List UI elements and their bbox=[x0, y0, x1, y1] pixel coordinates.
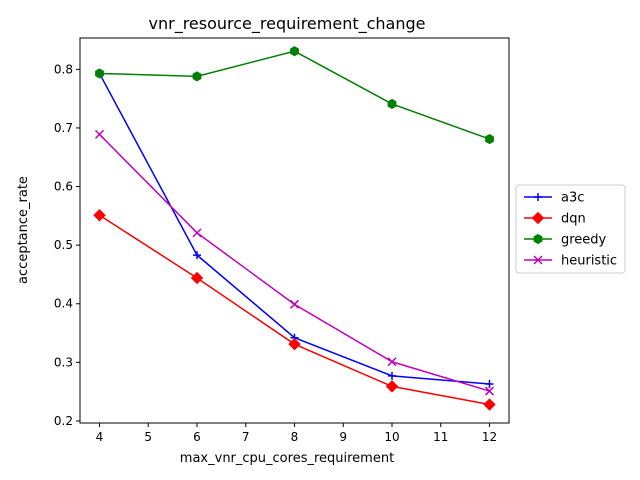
x-tick-label: 5 bbox=[144, 430, 152, 444]
data-point bbox=[531, 211, 545, 225]
data-point bbox=[533, 233, 543, 245]
x-tick-label: 12 bbox=[482, 430, 497, 444]
legend-label: a3c bbox=[561, 191, 584, 206]
data-point bbox=[387, 357, 397, 367]
legend-label: heuristic bbox=[561, 254, 617, 269]
x-axis: 4 5 6 7 8 9 10 11 12 bbox=[96, 423, 497, 444]
x-tick-label: 8 bbox=[291, 430, 299, 444]
data-point bbox=[193, 251, 201, 260]
y-tick-label: 0.8 bbox=[54, 62, 73, 76]
data-point bbox=[484, 386, 495, 396]
data-point bbox=[288, 337, 301, 351]
data-point bbox=[95, 68, 104, 79]
plot-frame bbox=[79, 37, 510, 424]
legend: a3c dqn greedy heuristic bbox=[515, 184, 626, 274]
y-tick-label: 0.4 bbox=[54, 297, 73, 311]
legend-label: greedy bbox=[561, 233, 607, 248]
data-point bbox=[483, 398, 496, 411]
legend-label: dqn bbox=[561, 212, 586, 227]
legend-item-heuristic: heuristic bbox=[524, 254, 617, 269]
series-heuristic bbox=[94, 129, 495, 396]
data-point bbox=[93, 209, 106, 222]
legend-box bbox=[515, 184, 626, 274]
legend-item-a3c: a3c bbox=[524, 191, 584, 206]
data-point bbox=[290, 46, 299, 57]
data-point bbox=[485, 134, 494, 145]
plot-area bbox=[80, 38, 509, 423]
x-tick-label: 4 bbox=[96, 430, 104, 444]
y-axis: 0.2 0.3 0.4 0.5 0.6 0.7 0.8 bbox=[54, 62, 80, 428]
y-tick-label: 0.6 bbox=[54, 180, 73, 194]
data-point bbox=[289, 299, 300, 309]
data-point bbox=[192, 228, 202, 238]
y-tick-label: 0.5 bbox=[54, 238, 73, 252]
x-axis-label: max_vnr_cpu_cores_requirement bbox=[180, 451, 394, 466]
data-point bbox=[534, 193, 542, 201]
x-tick-label: 10 bbox=[384, 430, 399, 444]
series-layer bbox=[93, 46, 496, 411]
x-tick-label: 11 bbox=[433, 430, 448, 444]
data-point bbox=[485, 380, 494, 389]
data-point bbox=[533, 255, 543, 265]
x-tick-label: 6 bbox=[193, 430, 201, 444]
x-tick-label: 7 bbox=[242, 430, 250, 444]
data-point bbox=[192, 71, 202, 82]
y-tick-label: 0.7 bbox=[54, 121, 73, 135]
y-tick-label: 0.2 bbox=[54, 414, 73, 428]
data-point bbox=[94, 129, 105, 139]
data-point bbox=[388, 371, 396, 380]
y-tick-label: 0.3 bbox=[54, 355, 73, 369]
x-tick-label: 9 bbox=[339, 430, 347, 444]
series-greedy bbox=[95, 46, 494, 145]
legend-item-greedy: greedy bbox=[524, 233, 607, 248]
series-dqn bbox=[93, 209, 496, 411]
legend-item-dqn: dqn bbox=[524, 212, 586, 227]
chart-title: vnr_resource_requirement_change bbox=[149, 14, 426, 34]
data-point bbox=[385, 380, 399, 393]
data-point bbox=[387, 98, 397, 109]
y-axis-label: acceptance_rate bbox=[16, 176, 31, 284]
data-point bbox=[190, 271, 204, 285]
